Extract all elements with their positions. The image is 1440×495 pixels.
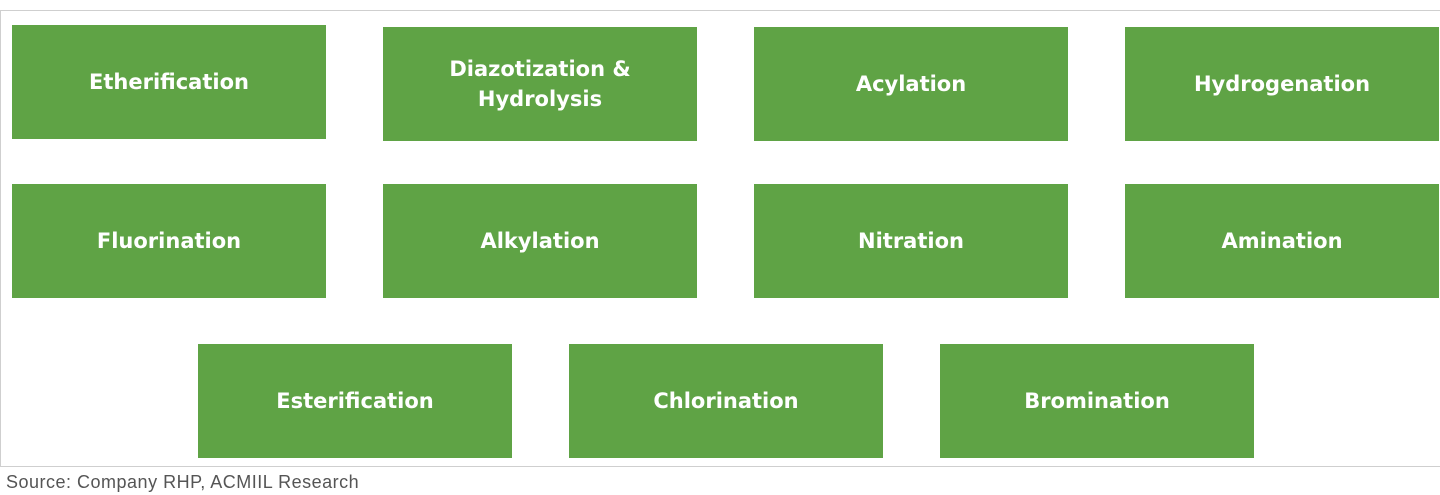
process-box: Fluorination [12, 184, 326, 298]
process-box: Esterification [198, 344, 512, 458]
frame [0, 10, 1440, 467]
process-box: Hydrogenation [1125, 27, 1439, 141]
process-box: Etherification [12, 25, 326, 139]
source-note: Source: Company RHP, ACMIIL Research [6, 472, 360, 492]
process-box: Diazotization & Hydrolysis [383, 27, 697, 141]
process-box: Alkylation [383, 184, 697, 298]
process-box: Amination [1125, 184, 1439, 298]
process-box: Nitration [754, 184, 1068, 298]
process-box: Bromination [940, 344, 1254, 458]
process-box: Chlorination [569, 344, 883, 458]
process-box: Acylation [754, 27, 1068, 141]
